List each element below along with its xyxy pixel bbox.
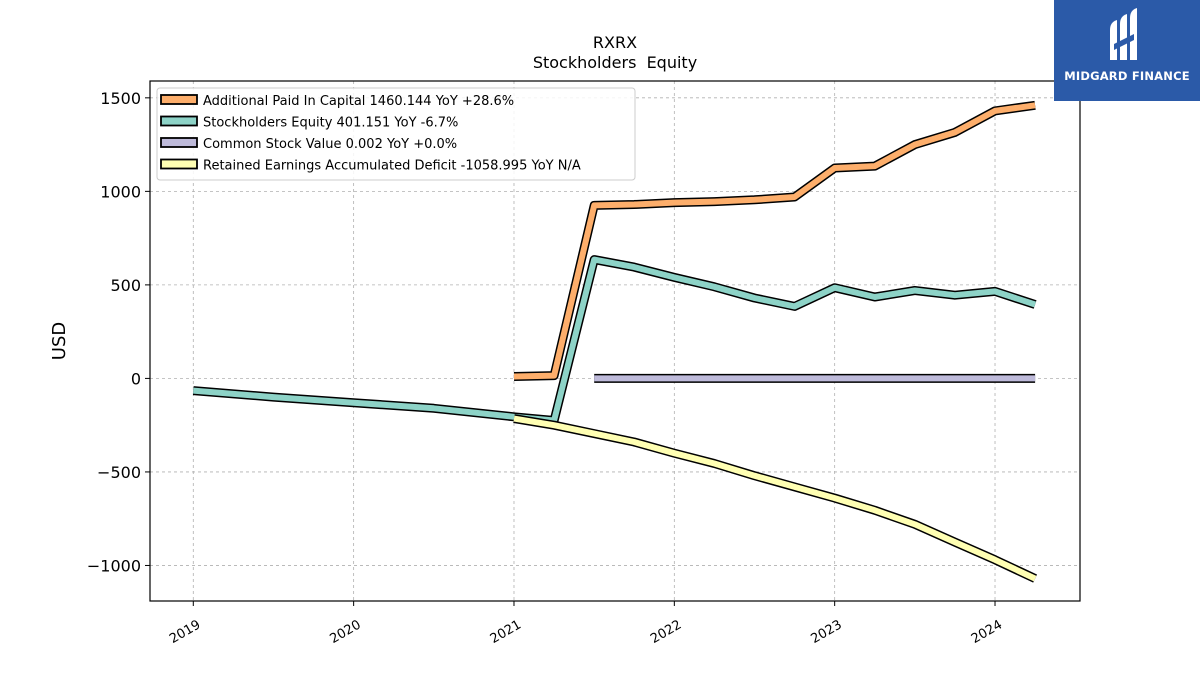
y-tick-label: 1000: [100, 182, 141, 201]
y-tick-label: 1500: [100, 89, 141, 108]
series-0: [513, 100, 1036, 381]
chart-title: RXRX: [593, 33, 637, 52]
x-tick-label: 2023: [809, 617, 845, 647]
plot-frame: [149, 80, 1081, 602]
legend: Additional Paid In Capital 1460.144 YoY …: [156, 87, 636, 181]
y-tick-label: −500: [97, 463, 141, 482]
legend-box: [156, 87, 636, 181]
series-line: [193, 256, 1037, 424]
legend-swatch: [160, 115, 198, 127]
series-line-outline: [513, 414, 1038, 583]
legend-swatch: [160, 94, 198, 105]
x-tick-label: 2022: [648, 617, 684, 647]
series-3: [513, 414, 1038, 583]
legend-swatch: [160, 158, 198, 170]
brand-name: MIDGARD FINANCE: [1064, 69, 1190, 83]
midgard-logo-icon: [1110, 8, 1137, 60]
chart-subtitle: Stockholders Equity: [533, 53, 697, 72]
y-tick-label: 500: [110, 276, 141, 295]
y-tick-label: −1000: [87, 556, 141, 575]
series-line-outline: [192, 255, 1037, 425]
legend-swatch: [160, 137, 198, 148]
x-tick-label: 2020: [327, 617, 363, 647]
series-line: [513, 415, 1037, 582]
y-axis-label: USD: [49, 322, 70, 360]
y-tick-label: 0: [131, 369, 141, 388]
y-axis: 1500 1000 500 0 −500 −1000: [87, 89, 150, 575]
x-axis: 2019 2020 2021 2022 2023 2024: [167, 601, 1005, 647]
brand-logo: MIDGARD FINANCE: [1054, 0, 1200, 101]
legend-label: Retained Earnings Accumulated Deficit -1…: [203, 159, 581, 174]
x-tick-label: 2019: [167, 617, 203, 647]
series-1: [192, 255, 1037, 425]
series-line: [513, 102, 1036, 380]
legend-label: Common Stock Value 0.002 YoY +0.0%: [203, 137, 457, 152]
legend-label: Stockholders Equity 401.151 YoY -6.7%: [203, 116, 458, 131]
legend-label: Additional Paid In Capital 1460.144 YoY …: [203, 94, 514, 109]
x-tick-label: 2024: [969, 617, 1005, 647]
x-tick-label: 2021: [488, 617, 524, 647]
series-layer: [192, 100, 1038, 583]
